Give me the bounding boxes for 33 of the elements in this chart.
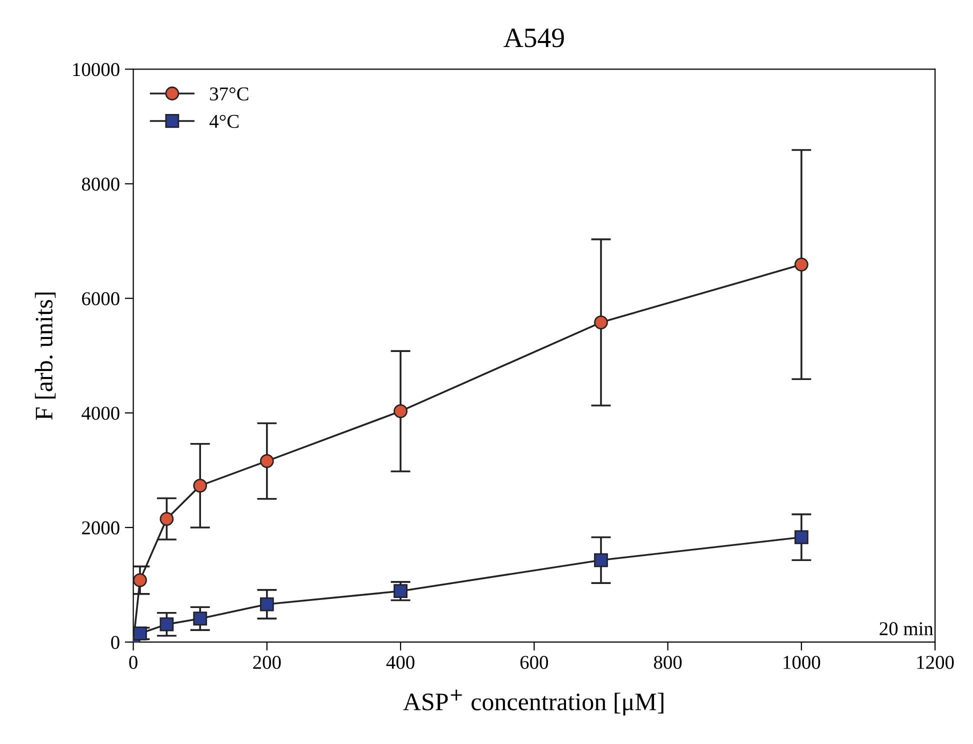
point bbox=[394, 584, 408, 598]
x-tick-label: 1000 bbox=[784, 656, 820, 669]
point bbox=[794, 258, 808, 272]
x-tick-label: 600 bbox=[520, 656, 548, 669]
x-axis-title: ASP$^{+}$ concentration [μM] bbox=[403, 690, 664, 716]
y-tick-label: 6000 bbox=[82, 292, 120, 306]
point bbox=[594, 553, 608, 568]
x-tick-label: 200 bbox=[253, 656, 281, 669]
point bbox=[794, 530, 808, 544]
y-tick-label: 8000 bbox=[82, 178, 120, 191]
x-tick-label: 1200 bbox=[917, 656, 954, 669]
annotation: 20 min bbox=[880, 622, 934, 636]
y-tick-label: 10000 bbox=[73, 63, 120, 76]
point bbox=[394, 404, 408, 418]
legend-label: 4°C bbox=[210, 114, 239, 128]
point bbox=[133, 573, 147, 588]
point bbox=[133, 626, 147, 640]
y-tick-label: 0 bbox=[111, 636, 120, 650]
point bbox=[160, 617, 174, 632]
y-tick-label: 2000 bbox=[82, 521, 120, 534]
x-tick-label: 0 bbox=[129, 656, 138, 669]
point bbox=[594, 315, 608, 330]
point bbox=[260, 597, 274, 612]
legend-label: 37°C bbox=[210, 87, 248, 100]
point bbox=[260, 454, 274, 468]
point bbox=[193, 612, 208, 626]
y-axis-title: F [arb. units] bbox=[34, 292, 56, 420]
chart-title: A549 bbox=[504, 28, 564, 48]
point bbox=[160, 512, 174, 526]
y-tick-label: 4000 bbox=[82, 406, 120, 420]
x-tick-label: 400 bbox=[386, 656, 414, 669]
point bbox=[193, 478, 208, 493]
x-tick-label: 800 bbox=[654, 656, 682, 669]
